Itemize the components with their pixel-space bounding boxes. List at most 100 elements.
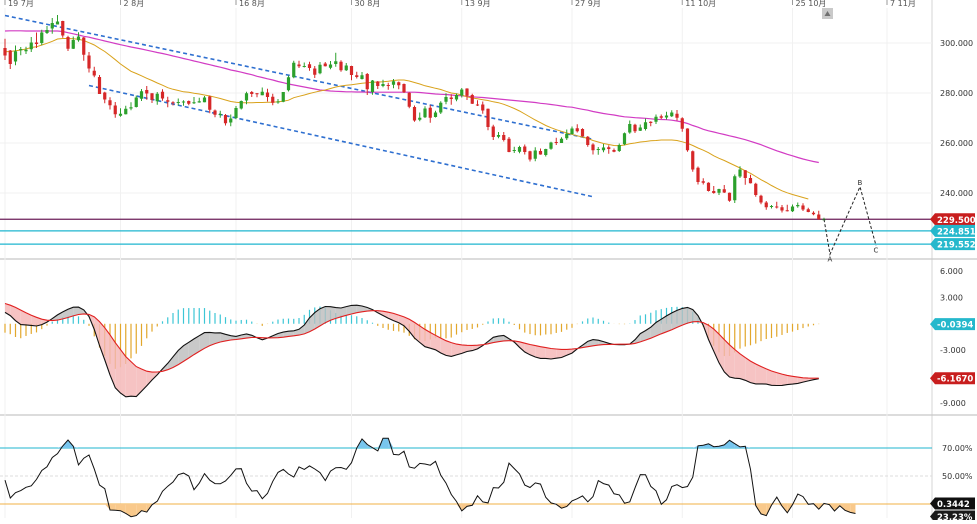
candle-body <box>287 77 290 90</box>
macd-signal-fill <box>551 348 556 359</box>
candle-body <box>82 38 85 55</box>
macd-signal-fill <box>672 310 677 329</box>
candle-body <box>240 101 243 109</box>
candle-body <box>229 119 232 123</box>
candle-body <box>266 93 269 98</box>
macd-signal-fill <box>740 354 745 381</box>
candle-body <box>492 127 495 138</box>
candle-body <box>591 145 594 151</box>
candle-body <box>103 93 106 100</box>
candle-body <box>597 149 600 150</box>
candle-body <box>775 207 778 208</box>
candle-body <box>45 30 48 33</box>
candle-body <box>717 189 720 193</box>
candle-body <box>192 102 195 103</box>
candle-body <box>318 65 321 74</box>
macd-histogram-badge-label: -0.0394 <box>937 321 973 331</box>
candle-body <box>660 116 663 118</box>
candle-body <box>14 51 17 61</box>
candle-body <box>392 81 395 85</box>
candle-body <box>30 43 33 50</box>
candle-body <box>728 193 731 201</box>
rsi-overbought-fill <box>383 438 388 448</box>
macd-signal-fill <box>724 340 729 377</box>
candle-body <box>618 145 621 151</box>
candle-body <box>455 95 458 100</box>
candle-body <box>565 134 568 139</box>
candle-body <box>423 109 426 118</box>
candle-body <box>313 69 316 75</box>
macd-signal-fill <box>451 343 456 357</box>
candle-body <box>654 117 657 122</box>
candle-body <box>675 114 678 118</box>
macd-signal-fill <box>782 374 787 385</box>
candle-body <box>250 92 253 94</box>
candle-body <box>381 84 384 86</box>
candle-body <box>523 147 526 153</box>
candle-body <box>497 135 500 137</box>
candle-body <box>350 66 353 75</box>
candle-body <box>502 135 505 140</box>
candle-body <box>786 210 789 211</box>
candle-body <box>413 107 416 121</box>
candle-body <box>723 189 726 192</box>
candle-body <box>696 168 699 182</box>
candle-body <box>759 196 762 203</box>
candle-body <box>539 151 542 155</box>
candle-body <box>282 92 285 102</box>
candle-body <box>161 92 164 99</box>
macd-tick-label: 3.000 <box>940 293 963 302</box>
candle-body <box>339 62 342 71</box>
candle-body <box>3 48 6 56</box>
rsi-percent-badge-label: 23.23% <box>937 513 973 520</box>
candle-body <box>145 90 148 94</box>
candle-body <box>140 91 143 99</box>
candle-body <box>560 139 563 143</box>
x-tick-label: 11 10月 <box>685 0 716 8</box>
macd-signal-fill <box>131 362 136 397</box>
x-tick-label: 19 7月 <box>8 0 34 8</box>
candle-body <box>471 95 474 104</box>
candle-body <box>665 116 668 118</box>
candle-body <box>308 64 311 68</box>
candle-body <box>187 101 190 104</box>
candle-body <box>429 108 432 118</box>
candle-body <box>581 129 584 136</box>
x-tick-label: 27 9月 <box>575 0 601 8</box>
macd-signal-fill <box>541 347 546 359</box>
candle-body <box>513 150 516 151</box>
macd-signal-fill <box>535 346 540 359</box>
candle-body <box>35 43 38 45</box>
macd-signal-fill <box>735 350 740 379</box>
candle-body <box>639 128 642 131</box>
candle-body <box>444 97 447 102</box>
candle-body <box>334 61 337 64</box>
macd-signal-fill <box>777 373 782 386</box>
candle-body <box>397 82 400 85</box>
candle-body <box>518 147 521 152</box>
rsi-tick-label: 50.00% <box>942 472 973 481</box>
candle-body <box>208 97 211 110</box>
candle-body <box>61 21 64 36</box>
candle-body <box>292 63 295 78</box>
candle-body <box>297 65 300 67</box>
pattern-point-label: B <box>858 179 863 187</box>
candle-body <box>203 98 206 103</box>
candle-body <box>707 183 710 191</box>
candle-body <box>528 151 531 159</box>
rsi-tick-label: 70.00% <box>942 444 973 453</box>
candle-body <box>549 143 552 149</box>
candle-body <box>355 75 358 77</box>
candle-body <box>156 94 159 102</box>
candle-body <box>439 103 442 113</box>
candle-body <box>534 151 537 159</box>
candle-body <box>135 98 138 108</box>
x-tick-label: 7 11月 <box>890 0 916 8</box>
y-tick-label: 260.000 <box>940 139 973 148</box>
candle-body <box>360 75 363 79</box>
candle-body <box>765 203 768 208</box>
macd-tick-label: 6.000 <box>940 267 963 276</box>
candle-body <box>329 65 332 68</box>
macd-signal-fill <box>677 308 682 327</box>
macd-signal-fill <box>682 307 687 325</box>
